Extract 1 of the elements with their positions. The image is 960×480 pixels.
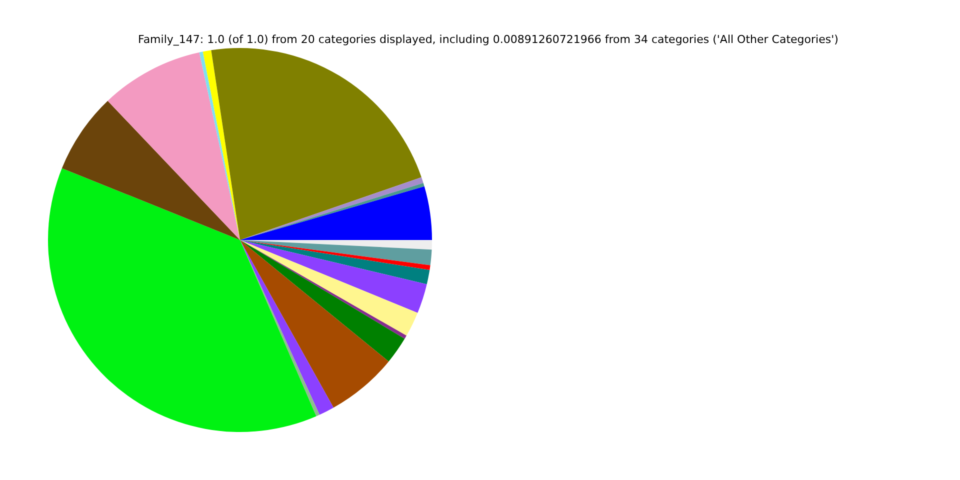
text: Family_147: 1.0 (of 1.0) from 20 categories displayed, including 0.00891260721966 from 34 categories ('All Other Categories'): [138, 33, 838, 46]
